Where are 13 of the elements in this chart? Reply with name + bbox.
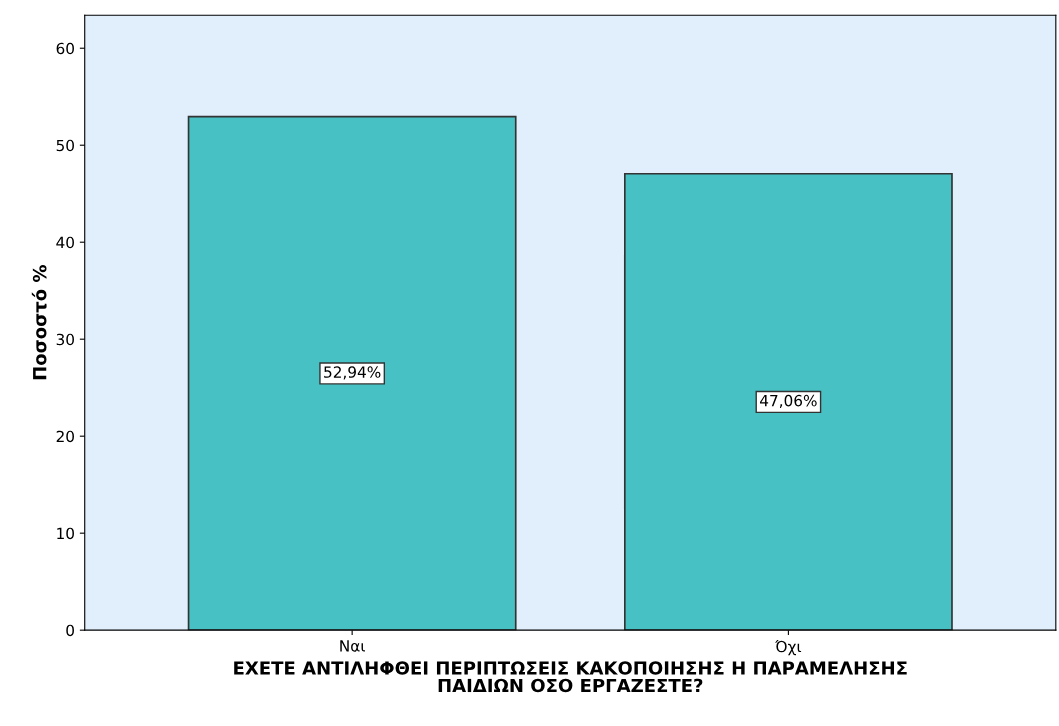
y-tick-label: 20 <box>56 430 74 443</box>
x-tick-label: Όχι <box>775 639 802 656</box>
data-label: 47,06% <box>760 394 817 408</box>
data-label: 52,94% <box>324 366 381 380</box>
y-axis-title: Ποσοστό % <box>31 265 47 380</box>
x-tick-label: Ναι <box>340 640 365 652</box>
y-tick-label: 60 <box>56 42 74 55</box>
y-tick-label: 50 <box>56 139 74 152</box>
y-tick-label: 40 <box>56 236 74 249</box>
y-tick-label: 10 <box>57 527 74 540</box>
x-axis-title: ΕΧΕΤΕ ΑΝΤΙΛΗΦΘΕΙ ΠΕΡΙΠΤΩΣΕΙΣ ΚΑΚΟΠΟΙΗΣΗΣ Η ΠΑΡΑΜΕΛΗΣΗΣ ΠΑΙΔΙΩΝ ΟΣΟ ΕΡΓΑΖΕΣΤΕ? <box>234 661 907 693</box>
y-tick-label: 0 <box>66 624 74 637</box>
y-tick-label: 30 <box>56 333 74 346</box>
